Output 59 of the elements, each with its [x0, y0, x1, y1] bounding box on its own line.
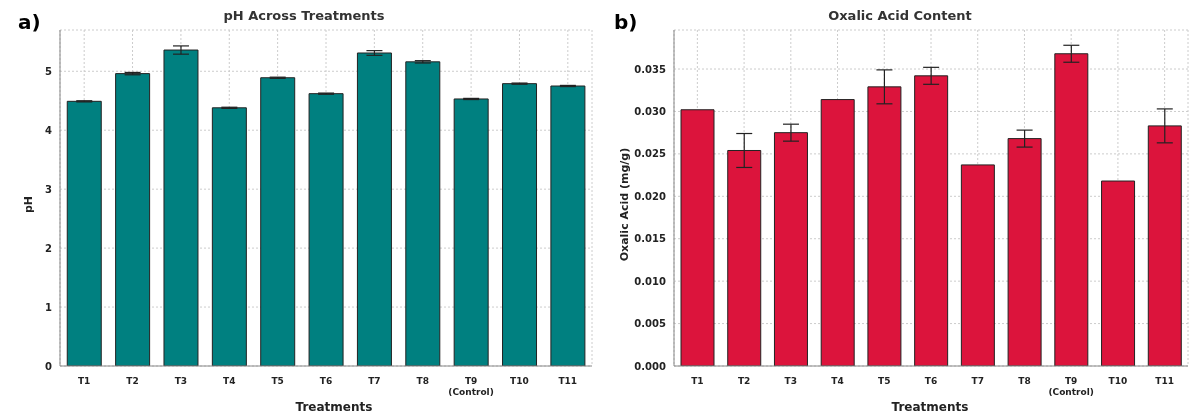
x-tick-label: T4: [223, 376, 236, 386]
bar: [453, 98, 489, 366]
y-tick-label: 1: [45, 301, 53, 313]
text: a): [18, 10, 41, 34]
y-axis-title: pH: [21, 194, 35, 216]
x-axis-title: Treatments: [294, 400, 374, 414]
y-tick-label: 0: [45, 360, 53, 372]
x-tick-label: T5: [271, 376, 284, 386]
y-tick-label: 2: [45, 242, 53, 254]
x-tick-label: T9 (Control): [1048, 376, 1094, 397]
x-tick-label: T1: [691, 376, 704, 386]
x-tick-label: T10: [1108, 376, 1128, 386]
x-axis-title: Treatments: [890, 400, 970, 414]
y-tick-label: 3: [45, 183, 53, 195]
y-tick-label: 4: [45, 124, 53, 136]
chart-title: pH Across Treatments: [223, 8, 385, 23]
x-tick-label: T11: [558, 376, 578, 386]
bar: [308, 93, 344, 366]
y-tick-label: 0.005: [634, 318, 667, 330]
bar: [820, 99, 855, 366]
x-tick-label: T2: [126, 376, 139, 386]
x-tick-label: T7: [971, 376, 984, 386]
bar: [550, 85, 586, 366]
bar: [1101, 180, 1136, 366]
y-tick-label: 5: [45, 65, 53, 77]
x-tick-label: T6: [319, 376, 333, 386]
x-tick-label: T3: [784, 376, 798, 386]
bar: [163, 49, 199, 366]
bar: [211, 107, 247, 366]
x-tick-label: T9 (Control): [448, 376, 494, 397]
x-tick-label: T8: [416, 376, 429, 386]
bar: [260, 77, 296, 366]
y-tick-label: 0.025: [634, 148, 667, 160]
bar: [115, 73, 151, 366]
bar: [405, 61, 441, 366]
y-axis-title: Oxalic Acid (mg/g): [617, 146, 631, 264]
y-tick-label: 0.010: [634, 275, 667, 287]
x-tick-label: T6: [924, 376, 938, 386]
bar: [356, 52, 392, 366]
x-tick-label: T5: [878, 376, 891, 386]
x-tick-label: T7: [368, 376, 381, 386]
text: b): [614, 10, 638, 34]
x-tick-label: T4: [831, 376, 844, 386]
x-tick-label: T11: [1155, 376, 1174, 386]
chart-title: Oxalic Acid Content: [828, 8, 972, 23]
y-tick-label: 0.015: [634, 233, 667, 245]
x-tick-label: T2: [737, 376, 751, 386]
y-tick-label: 0.035: [634, 63, 667, 75]
x-tick-label: T3: [174, 376, 188, 386]
x-tick-label: T1: [77, 376, 91, 386]
x-tick-label: T8: [1018, 376, 1031, 386]
y-tick-label: 0.030: [634, 106, 667, 117]
bar: [960, 164, 995, 366]
x-tick-label: T10: [510, 376, 529, 386]
y-tick-label: 0.020: [634, 190, 667, 202]
bar: [502, 83, 538, 366]
y-tick-label: 0.000: [634, 360, 667, 372]
bar: [66, 100, 102, 366]
bar: [680, 109, 715, 366]
